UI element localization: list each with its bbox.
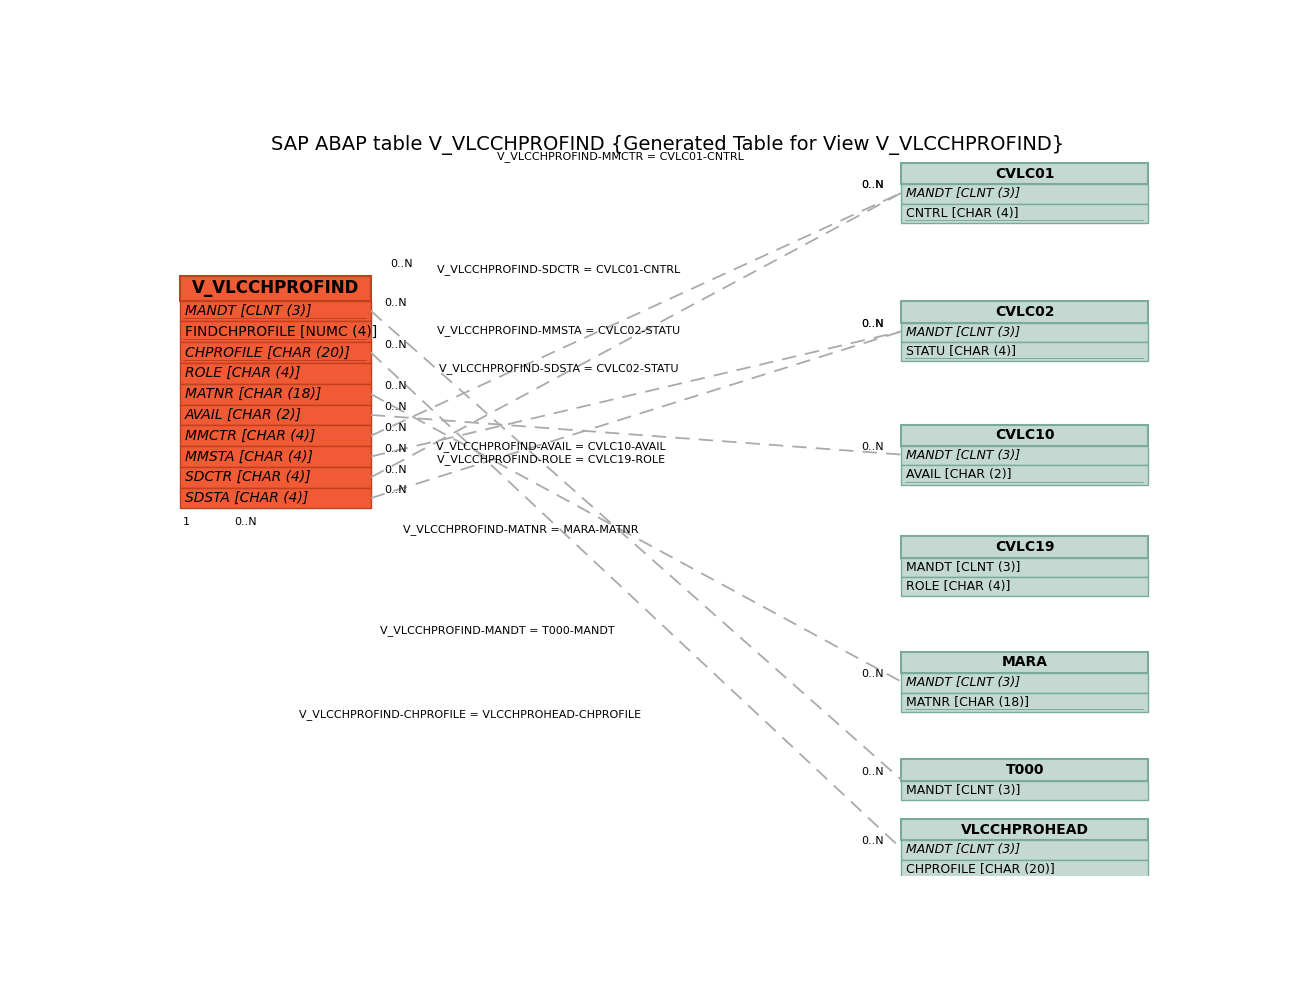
Bar (902, 301, 1148, 323)
Text: MANDT [CLNT (3)]: MANDT [CLNT (3)] (906, 326, 1020, 339)
Text: CHPROFILE [CHAR (20)]: CHPROFILE [CHAR (20)] (906, 863, 1055, 876)
Text: MANDT [CLNT (3)]: MANDT [CLNT (3)] (185, 304, 311, 318)
Text: MANDT [CLNT (3)]: MANDT [CLNT (3)] (906, 561, 1020, 574)
Bar (902, 760, 1148, 781)
Bar (180, 466, 371, 488)
Text: ROLE [CHAR (4)]: ROLE [CHAR (4)] (185, 366, 300, 381)
Bar (902, 323, 1148, 342)
Text: CVLC19: CVLC19 (995, 540, 1054, 554)
Text: 0..N: 0..N (861, 180, 883, 190)
Bar (902, 577, 1148, 596)
Bar (180, 446, 371, 466)
Bar (180, 276, 371, 300)
Text: V_VLCCHPROFIND-CHPROFILE = VLCCHPROHEAD-CHPROFILE: V_VLCCHPROFIND-CHPROFILE = VLCCHPROHEAD-… (300, 709, 641, 720)
Text: 0..N: 0..N (384, 298, 407, 308)
Bar (902, 162, 1148, 184)
Text: 0..N: 0..N (861, 836, 883, 846)
Text: 0..N: 0..N (861, 442, 883, 452)
Bar (180, 425, 371, 446)
Text: MARA: MARA (1002, 655, 1048, 669)
Bar (902, 819, 1148, 840)
Bar (902, 204, 1148, 222)
Bar (902, 860, 1148, 879)
Bar (902, 424, 1148, 446)
Text: 0..N: 0..N (384, 464, 407, 474)
Text: T000: T000 (1006, 764, 1044, 777)
Text: 0..N: 0..N (861, 669, 883, 679)
Text: MATNR [CHAR (18)]: MATNR [CHAR (18)] (906, 696, 1029, 708)
Text: SAP ABAP table V_VLCCHPROFIND {Generated Table for View V_VLCCHPROFIND}: SAP ABAP table V_VLCCHPROFIND {Generated… (271, 135, 1065, 155)
Bar (180, 300, 371, 322)
Text: V_VLCCHPROFIND-MATNR = MARA-MATNR: V_VLCCHPROFIND-MATNR = MARA-MATNR (403, 524, 638, 535)
Text: MANDT [CLNT (3)]: MANDT [CLNT (3)] (906, 187, 1020, 201)
Text: V_VLCCHPROFIND-MMSTA = CVLC02-STATU: V_VLCCHPROFIND-MMSTA = CVLC02-STATU (438, 325, 680, 337)
Text: SDCTR [CHAR (4)]: SDCTR [CHAR (4)] (185, 470, 310, 484)
Text: 0..N: 0..N (384, 402, 407, 412)
Text: 0..N: 0..N (384, 423, 407, 433)
Text: CNTRL [CHAR (4)]: CNTRL [CHAR (4)] (906, 207, 1019, 219)
Text: 0..N: 0..N (384, 382, 407, 392)
Bar (902, 840, 1148, 860)
Text: V_VLCCHPROFIND-SDCTR = CVLC01-CNTRL: V_VLCCHPROFIND-SDCTR = CVLC01-CNTRL (438, 265, 680, 276)
Text: MATNR [CHAR (18)]: MATNR [CHAR (18)] (185, 387, 321, 401)
Text: VLCCHPROHEAD: VLCCHPROHEAD (960, 823, 1089, 836)
Bar (902, 465, 1148, 484)
Bar (902, 184, 1148, 204)
Text: STATU [CHAR (4)]: STATU [CHAR (4)] (906, 345, 1016, 358)
Text: V_VLCCHPROFIND: V_VLCCHPROFIND (192, 279, 360, 297)
Text: ROLE [CHAR (4)]: ROLE [CHAR (4)] (906, 581, 1011, 593)
Text: MMCTR [CHAR (4)]: MMCTR [CHAR (4)] (185, 429, 315, 443)
Text: CVLC10: CVLC10 (995, 428, 1054, 443)
Text: 0..N: 0..N (235, 518, 257, 527)
Text: MANDT [CLNT (3)]: MANDT [CLNT (3)] (906, 450, 1020, 462)
Bar (180, 342, 371, 363)
Bar (180, 404, 371, 425)
Bar (902, 781, 1148, 800)
Text: V_VLCCHPROFIND-MMCTR = CVLC01-CNTRL: V_VLCCHPROFIND-MMCTR = CVLC01-CNTRL (496, 152, 744, 162)
Text: 1: 1 (182, 518, 190, 527)
Bar (902, 446, 1148, 465)
Text: 0..N: 0..N (391, 260, 413, 270)
Bar (902, 536, 1148, 558)
Text: SDSTA [CHAR (4)]: SDSTA [CHAR (4)] (185, 491, 308, 505)
Text: CVLC02: CVLC02 (995, 305, 1054, 319)
Text: FINDCHPROFILE [NUMC (4)]: FINDCHPROFILE [NUMC (4)] (185, 325, 377, 338)
Text: CHPROFILE [CHAR (20)]: CHPROFILE [CHAR (20)] (185, 345, 349, 359)
Text: V_VLCCHPROFIND-MANDT = T000-MANDT: V_VLCCHPROFIND-MANDT = T000-MANDT (380, 625, 615, 636)
Bar (902, 673, 1148, 693)
Text: 0..N: 0..N (861, 180, 883, 190)
Text: 0..N: 0..N (384, 485, 407, 495)
Text: MANDT [CLNT (3)]: MANDT [CLNT (3)] (906, 676, 1020, 690)
Text: V_VLCCHPROFIND-AVAIL = CVLC10-AVAIL
V_VLCCHPROFIND-ROLE = CVLC19-ROLE: V_VLCCHPROFIND-AVAIL = CVLC10-AVAIL V_VL… (437, 441, 666, 464)
Text: V_VLCCHPROFIND-SDSTA = CVLC02-STATU: V_VLCCHPROFIND-SDSTA = CVLC02-STATU (439, 363, 679, 374)
Bar (180, 488, 371, 509)
Bar (180, 322, 371, 342)
Bar (902, 651, 1148, 673)
Text: MMSTA [CHAR (4)]: MMSTA [CHAR (4)] (185, 450, 313, 463)
Bar (180, 384, 371, 404)
Bar (902, 693, 1148, 711)
Text: MANDT [CLNT (3)]: MANDT [CLNT (3)] (906, 784, 1020, 797)
Text: 0..N: 0..N (861, 319, 883, 329)
Text: 0..N: 0..N (384, 339, 407, 350)
Bar (180, 363, 371, 384)
Bar (902, 558, 1148, 577)
Text: AVAIL [CHAR (2)]: AVAIL [CHAR (2)] (906, 468, 1011, 481)
Bar (902, 342, 1148, 361)
Text: MANDT [CLNT (3)]: MANDT [CLNT (3)] (906, 843, 1020, 856)
Text: CVLC01: CVLC01 (995, 166, 1054, 180)
Text: 0..N: 0..N (384, 444, 407, 454)
Text: 0..N: 0..N (861, 319, 883, 329)
Text: AVAIL [CHAR (2)]: AVAIL [CHAR (2)] (185, 408, 301, 422)
Text: 0..N: 0..N (861, 768, 883, 777)
